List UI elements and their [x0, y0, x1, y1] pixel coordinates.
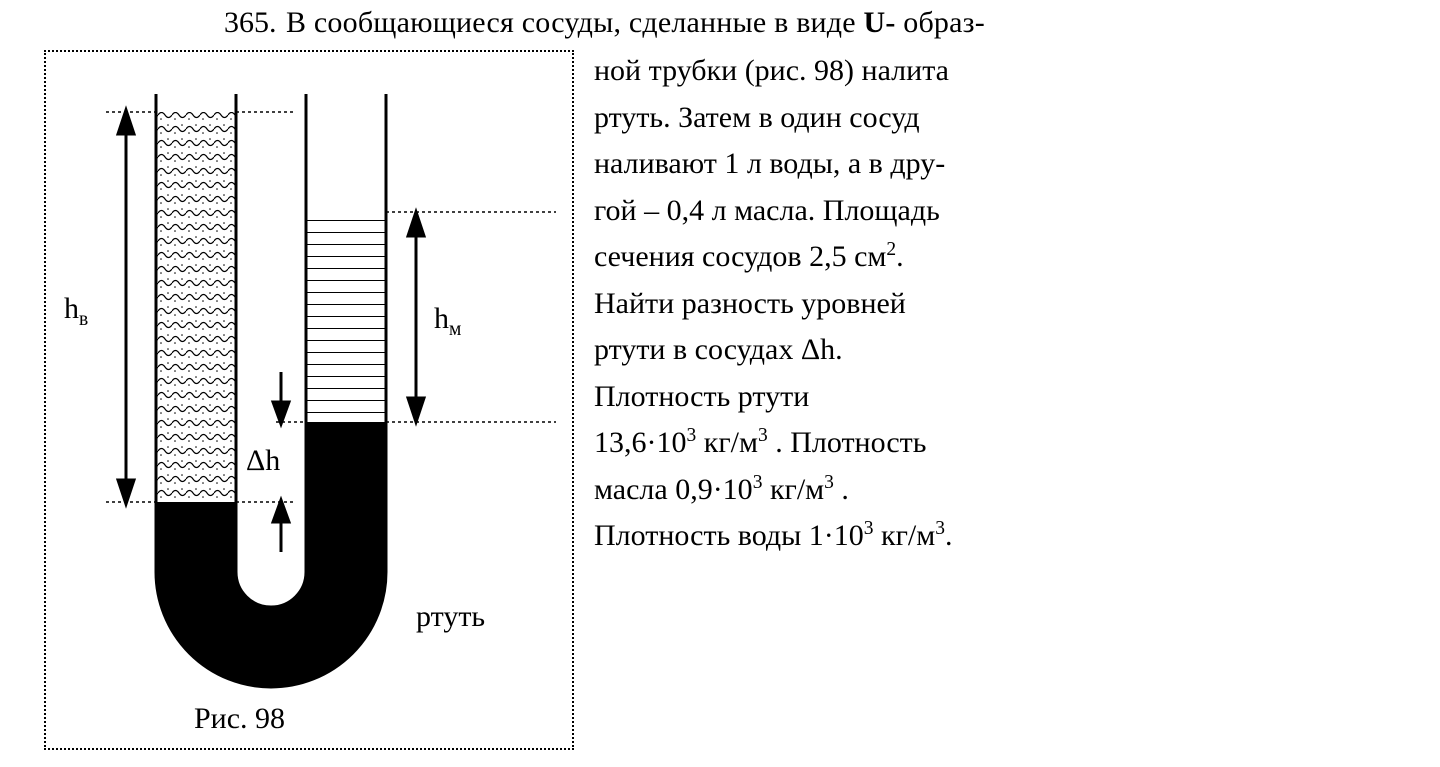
first-line-a: В сообщающиеся сосуды, сделанные в виде [286, 6, 864, 39]
label-h-oil: hм [434, 302, 461, 341]
h-oil-letter: h [434, 302, 449, 335]
h-water-letter: h [64, 292, 79, 325]
problem-body-text: ной трубки (рис. 98) налита ртуть. Затем… [594, 48, 1424, 560]
label-h-water: hв [64, 292, 88, 331]
u-tube-diagram [46, 52, 572, 748]
diagram-frame: hв hм Δh ртуть Рис. 98 [44, 50, 574, 750]
problem-number: 365. [224, 6, 277, 40]
label-delta-h: Δh [246, 444, 280, 478]
figure-caption: Рис. 98 [194, 702, 285, 736]
label-mercury: ртуть [416, 600, 485, 634]
problem-first-line: В сообщающиеся сосуды, сделанные в виде … [286, 6, 985, 40]
h-oil-sub: м [449, 319, 461, 340]
first-line-b: образ- [896, 6, 985, 39]
u-letter: U- [864, 6, 896, 39]
h-water-sub: в [79, 309, 88, 330]
problem-body: ной трубки (рис. 98) налита ртуть. Затем… [594, 48, 1424, 560]
